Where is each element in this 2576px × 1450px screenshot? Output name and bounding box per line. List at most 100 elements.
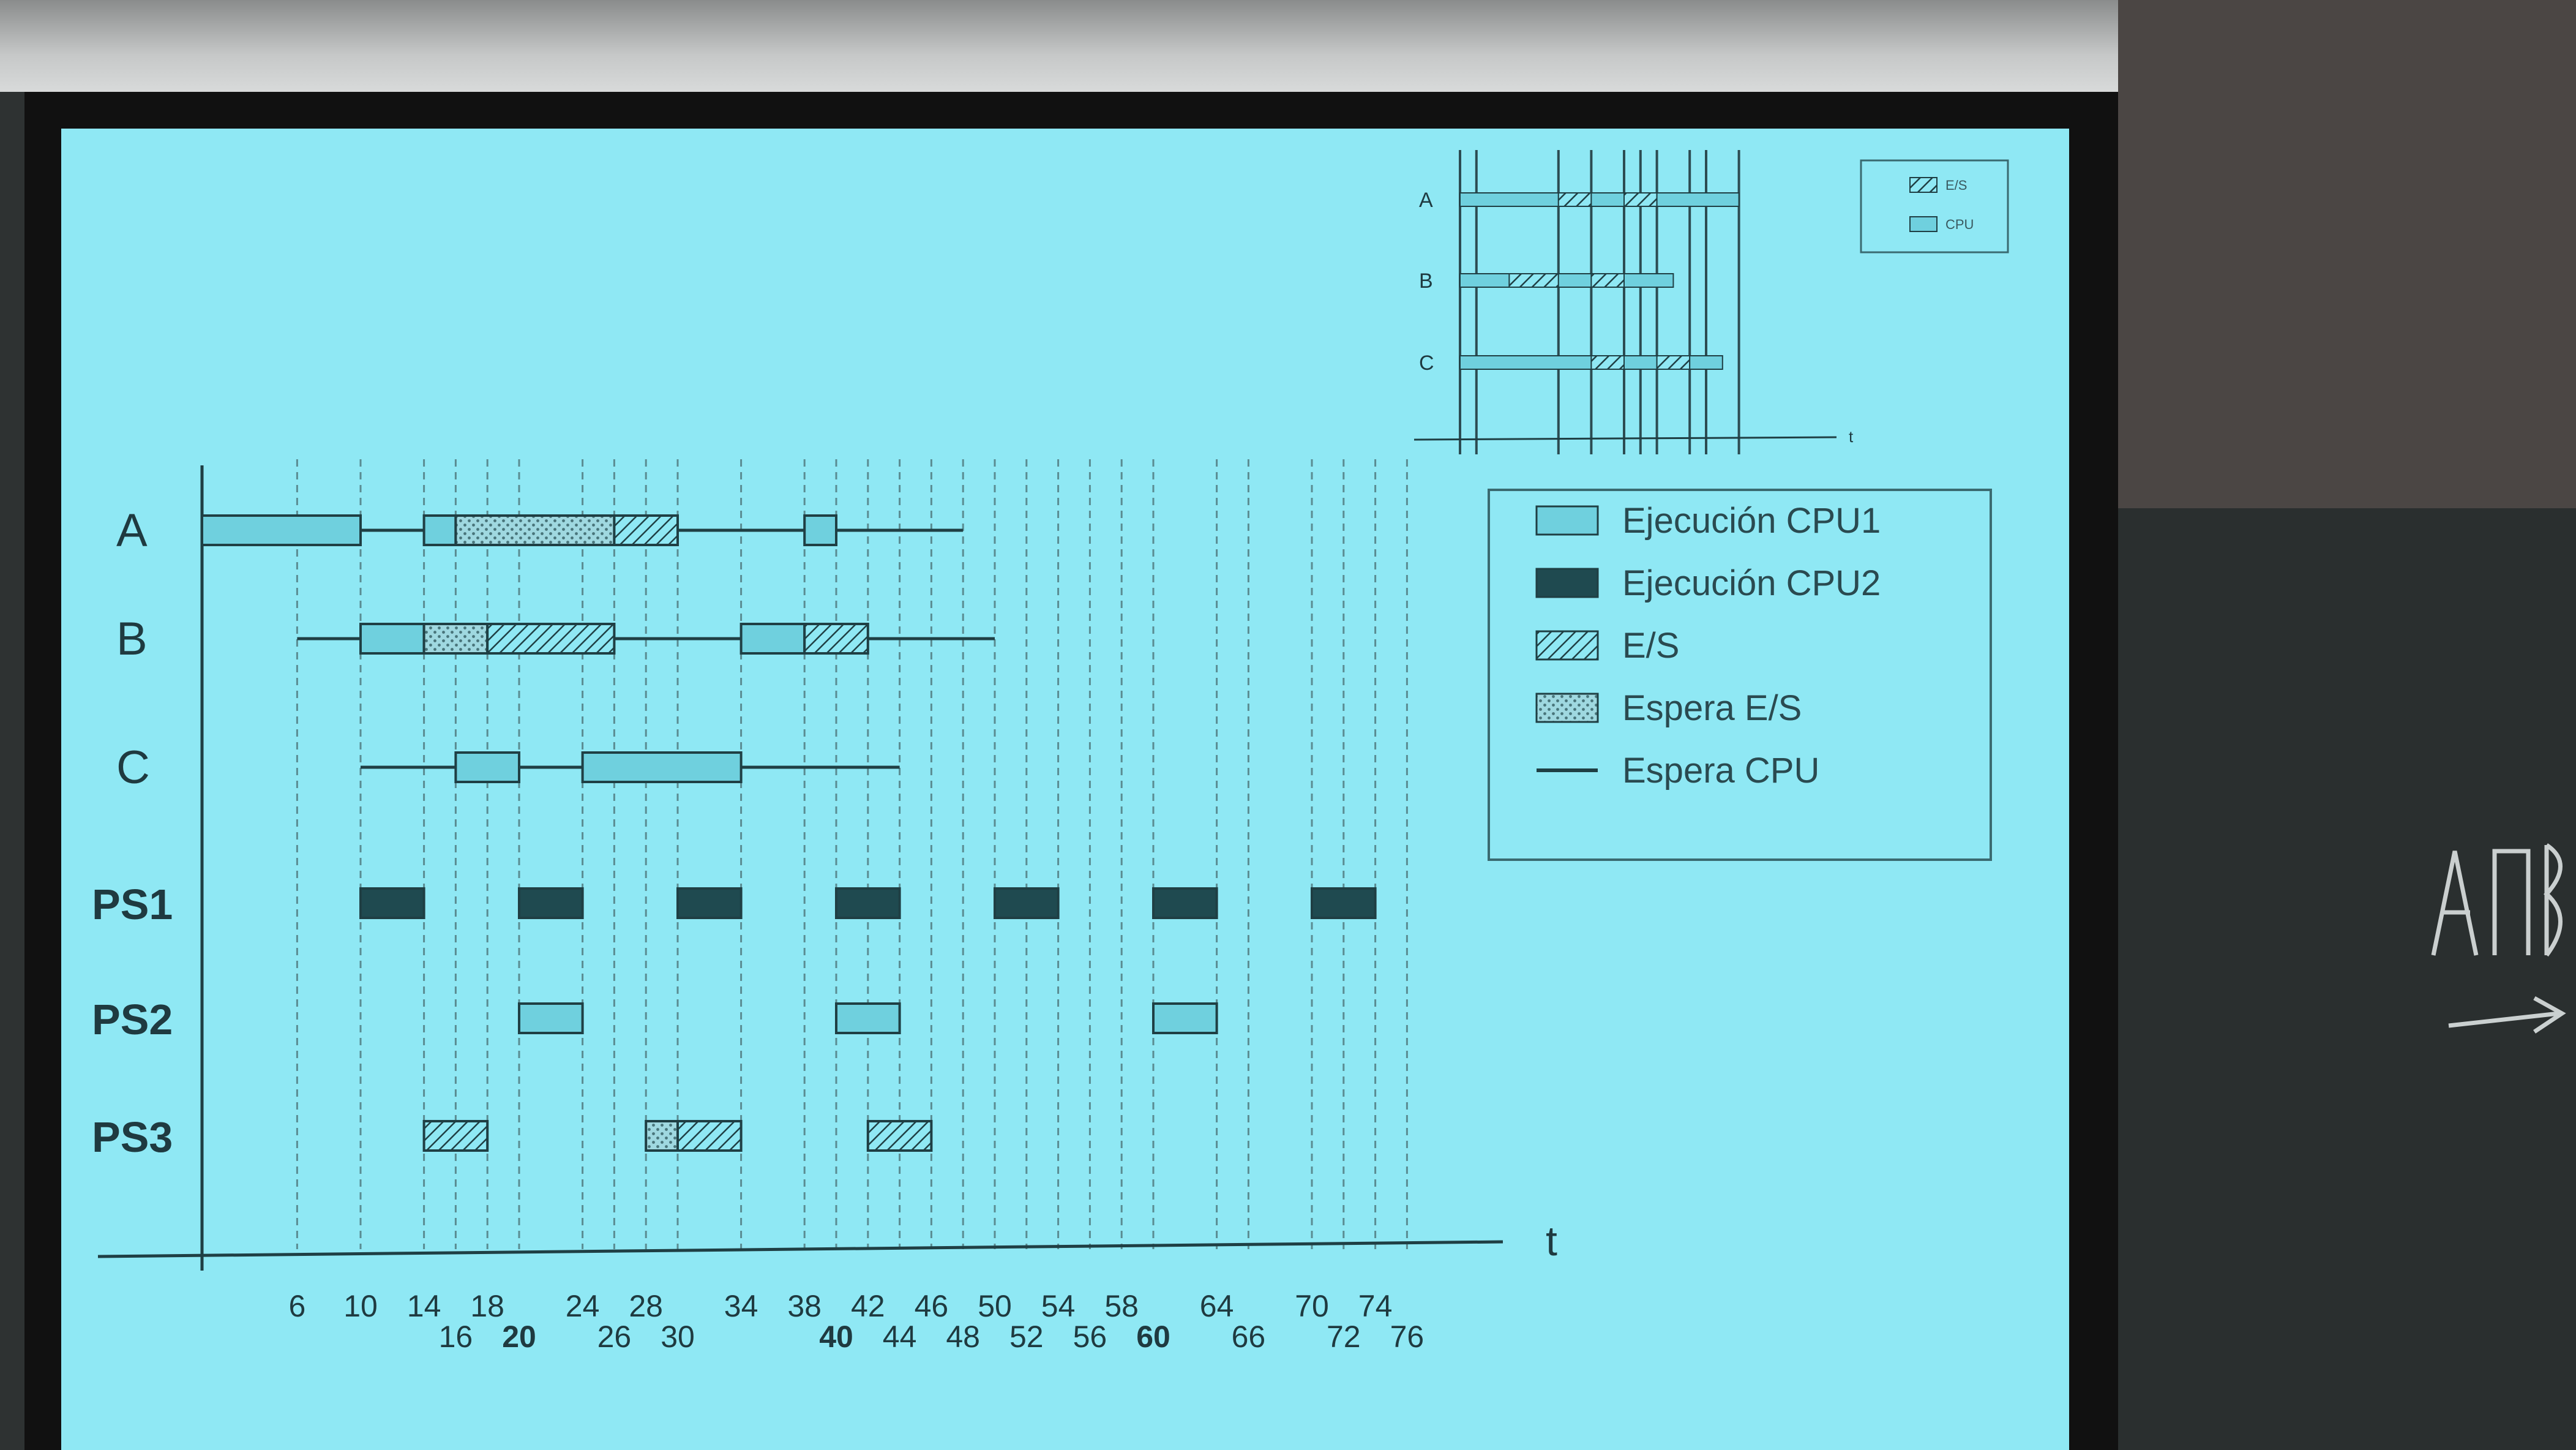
tick-label: 40 — [819, 1320, 853, 1354]
legend-label: Espera CPU — [1622, 751, 1819, 791]
io-segment — [1590, 355, 1625, 370]
cpu1-segment — [359, 623, 425, 655]
tick-label: 52 — [1009, 1320, 1044, 1354]
tick-label: 50 — [978, 1289, 1012, 1323]
cpu1-segment — [803, 514, 837, 546]
inset-chart: t A B C E/S CPU — [1413, 150, 2009, 454]
tick-label: 76 — [1390, 1320, 1425, 1354]
cpu2-segment — [1311, 887, 1377, 919]
inset-legend-label: CPU — [1945, 217, 1974, 232]
legend-swatch — [1535, 630, 1599, 661]
tick-label: 30 — [661, 1320, 695, 1354]
row-label: C — [116, 742, 150, 794]
inset-legend-swatch — [1909, 216, 1938, 232]
io-wait-segment — [454, 514, 616, 546]
tick-label: 14 — [407, 1289, 441, 1323]
inset-row-label: C — [1419, 351, 1434, 375]
cpu1-segment — [201, 514, 362, 546]
io-segment — [1623, 192, 1658, 207]
inset-x-axis-label: t — [1849, 427, 1854, 446]
tick-label: 38 — [787, 1289, 822, 1323]
io-segment — [803, 623, 869, 655]
room-wall — [2118, 0, 2576, 508]
tick-label: 20 — [502, 1320, 536, 1354]
cpu1-segment — [1590, 192, 1625, 207]
io-segment — [613, 514, 680, 546]
cpu1-segment — [518, 1002, 584, 1034]
cpu1-segment — [1152, 1002, 1218, 1034]
io-segment — [1557, 192, 1592, 207]
inset-legend-label: E/S — [1945, 178, 1967, 193]
io-segment — [1508, 273, 1559, 288]
tick-label: 58 — [1104, 1289, 1139, 1323]
legend-label: Ejecución CPU2 — [1622, 563, 1881, 603]
io-wait-segment — [645, 1120, 679, 1152]
cpu1-segment — [454, 751, 521, 783]
cpu1-segment — [1459, 192, 1559, 207]
tick-label: 6 — [288, 1289, 305, 1323]
projector-screen — [61, 129, 2069, 1450]
cpu1-segment — [835, 1002, 901, 1034]
cpu2-segment — [994, 887, 1060, 919]
tick-label: 10 — [343, 1289, 378, 1323]
tick-label: 54 — [1041, 1289, 1076, 1323]
tick-label: 72 — [1327, 1320, 1361, 1354]
io-segment — [1656, 355, 1691, 370]
io-segment — [866, 1120, 933, 1152]
legend-label: E/S — [1622, 626, 1680, 666]
tick-label: 64 — [1200, 1289, 1234, 1323]
tick-label: 46 — [915, 1289, 949, 1323]
tick-label: 56 — [1073, 1320, 1107, 1354]
inset-legend-swatch — [1909, 177, 1938, 193]
row-labels: A B C PS1 PS2 PS3 — [92, 505, 173, 1161]
legend-box — [1488, 489, 1992, 861]
io-segment — [486, 623, 616, 655]
cpu1-segment — [1623, 273, 1674, 288]
tick-label: 28 — [629, 1289, 663, 1323]
tick-label: 66 — [1232, 1320, 1266, 1354]
inset-legend-box — [1860, 159, 2009, 254]
tick-labels: 6 10 14 18 24 28 34 38 42 46 50 54 58 64 70 74 16 20 26 30 4… — [288, 1289, 1424, 1354]
cpu1-segment — [1623, 355, 1658, 370]
io-segment — [422, 1120, 489, 1152]
grid-lines — [296, 459, 1408, 1249]
tick-label: 24 — [566, 1289, 600, 1323]
legend-swatch — [1535, 693, 1599, 723]
cpu1-segment — [581, 751, 743, 783]
inset-x-axis — [1413, 436, 1837, 441]
tick-label: 26 — [597, 1320, 632, 1354]
io-segment — [676, 1120, 743, 1152]
cpu2-segment — [359, 887, 425, 919]
tick-label: 44 — [883, 1320, 917, 1354]
inset-row-label: A — [1419, 189, 1433, 212]
gantt-bars — [201, 514, 1377, 1152]
row-label: PS1 — [92, 881, 173, 928]
cpu2-segment — [835, 887, 901, 919]
row-label: B — [116, 613, 148, 665]
tick-label: 42 — [851, 1289, 885, 1323]
tick-label: 48 — [946, 1320, 980, 1354]
legend-label: Ejecución CPU1 — [1622, 501, 1881, 541]
inset-row-label: B — [1419, 269, 1433, 293]
row-label: A — [116, 505, 148, 557]
cpu1-segment — [1557, 273, 1592, 288]
tick-label: 16 — [439, 1320, 473, 1354]
chalk-writing — [2431, 843, 2566, 1034]
io-wait-segment — [422, 623, 489, 655]
cpu1-segment — [422, 514, 457, 546]
cpu2-segment — [1152, 887, 1218, 919]
legend: Ejecución CPU1 Ejecución CPU2 E/S Espera E/… — [1488, 489, 1992, 861]
io-segment — [1590, 273, 1625, 288]
chalkboard — [2118, 508, 2576, 1450]
tick-label: 70 — [1295, 1289, 1329, 1323]
cpu1-segment — [1459, 355, 1592, 370]
cpu2-segment — [676, 887, 743, 919]
x-axis — [97, 1240, 1503, 1258]
cpu1-segment — [1689, 355, 1723, 370]
x-axis-label: t — [1546, 1218, 1557, 1264]
tick-label: 18 — [470, 1289, 504, 1323]
cpu1-segment — [739, 623, 806, 655]
row-label: PS3 — [92, 1113, 173, 1161]
legend-label: Espera E/S — [1622, 688, 1802, 728]
